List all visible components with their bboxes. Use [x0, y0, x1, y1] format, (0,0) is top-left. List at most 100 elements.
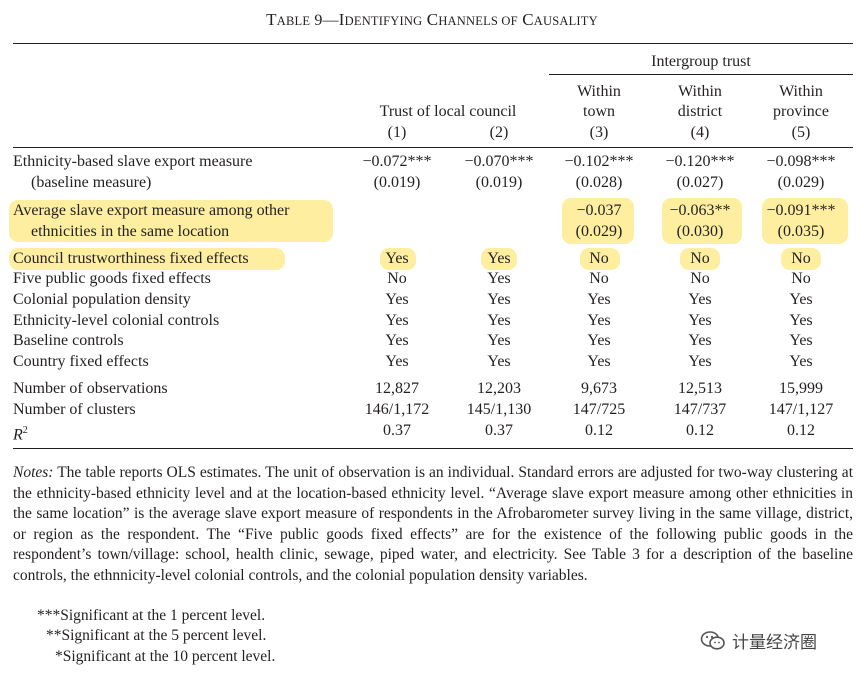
- table-cell: Yes: [688, 353, 712, 370]
- sig-text: Significant at the 10 percent level.: [62, 648, 276, 665]
- table-cell: Yes: [385, 291, 409, 308]
- title-part: C: [422, 10, 439, 29]
- table-cell: Yes: [789, 291, 813, 308]
- header-col4-line1: Within: [678, 83, 722, 100]
- table-cell: Yes: [587, 312, 611, 329]
- table-notes: Notes: The table reports OLS estimates. …: [13, 463, 853, 586]
- table-cell: Yes: [789, 353, 813, 370]
- wechat-icon: [700, 630, 725, 650]
- notes-body: The table reports OLS estimates. The uni…: [13, 464, 853, 584]
- table-cell: 12,513: [678, 380, 722, 397]
- table-cell: Yes: [385, 332, 409, 349]
- highlight-row2-col4: [662, 198, 742, 244]
- row-label: Ethnicity-based slave export measure: [13, 153, 253, 170]
- header-col-number: (4): [690, 124, 710, 141]
- table-cell: 147/1,127: [768, 401, 834, 418]
- table-cell: (0.030): [676, 223, 724, 240]
- table-cell: Yes: [587, 332, 611, 349]
- table-cell: −0.098***: [766, 153, 836, 170]
- table-row: Baseline controls Yes Yes Yes Yes Yes: [0, 331, 864, 352]
- table-cell: No: [690, 250, 710, 267]
- bottom-rule: [13, 448, 853, 449]
- significance-note: **Significant at the 5 percent level.: [46, 627, 266, 645]
- header-col-number: (1): [387, 124, 407, 141]
- table-cell: 15,999: [779, 380, 823, 397]
- row-label: Baseline controls: [13, 332, 124, 349]
- row-label: Council trustworthiness fixed effects: [13, 250, 249, 267]
- header-col3-line2: town: [583, 103, 615, 120]
- highlight-row3-col1: [380, 248, 416, 270]
- table-cell: (0.029): [777, 174, 825, 191]
- table-cell: 0.12: [686, 422, 714, 439]
- header-bottom-rule: [13, 147, 853, 148]
- highlight-row2-label: [9, 200, 333, 242]
- highlight-row3-label: [9, 248, 285, 270]
- watermark: 计量经济圈: [700, 628, 817, 653]
- table-row: Five public goods fixed effects No Yes N…: [0, 269, 864, 290]
- significance-note: ***Significant at the 1 percent level.: [37, 607, 265, 625]
- table-cell: (0.029): [575, 223, 623, 240]
- table-cell: 9,673: [581, 380, 617, 397]
- intergroup-rule: [549, 74, 853, 75]
- header-col-number: (2): [489, 124, 509, 141]
- notes-lead: Notes:: [13, 464, 54, 481]
- table-cell: Yes: [385, 250, 409, 267]
- header-col4-line2: district: [677, 103, 723, 120]
- table-row: Ethnicity-level colonial controls Yes Ye…: [0, 311, 864, 332]
- highlight-row2-col3: [562, 198, 634, 244]
- table-row: (baseline measure) (0.019) (0.019) (0.02…: [0, 173, 864, 194]
- top-rule: [13, 43, 853, 44]
- table-row: Country fixed effects Yes Yes Yes Yes Ye…: [0, 352, 864, 373]
- table-cell: Yes: [487, 291, 511, 308]
- table-row: R2 0.37 0.37 0.12 0.12 0.12: [0, 421, 864, 443]
- table-cell: No: [387, 270, 407, 287]
- highlight-row3-col4: [680, 248, 720, 270]
- row-label: Country fixed effects: [13, 353, 149, 370]
- header-col-number: (5): [791, 124, 811, 141]
- table-cell: Yes: [688, 312, 712, 329]
- table-cell: 147/737: [673, 401, 727, 418]
- table-cell: (0.019): [475, 174, 523, 191]
- table-cell: −0.070***: [464, 153, 534, 170]
- highlight-row3-col5: [781, 248, 821, 270]
- table-cell: 146/1,172: [364, 401, 430, 418]
- table-cell: Yes: [385, 353, 409, 370]
- row-label: Five public goods fixed effects: [13, 270, 211, 287]
- sig-text: Significant at the 1 percent level.: [60, 607, 266, 624]
- table-row: Council trustworthiness fixed effects Ye…: [0, 249, 864, 270]
- table-cell: (0.035): [777, 223, 825, 240]
- row-label: ethnicities in the same location: [31, 223, 230, 240]
- row-label: Ethnicity-level colonial controls: [13, 312, 220, 329]
- table-cell: (0.028): [575, 174, 623, 191]
- table-cell: 0.37: [383, 422, 411, 439]
- header-col-number: (3): [589, 124, 609, 141]
- title-part: ABLE: [276, 14, 311, 28]
- table-cell: Yes: [688, 332, 712, 349]
- row-label: (baseline measure): [31, 174, 152, 191]
- title-part: 9—: [310, 12, 339, 29]
- table-row: Number of observations 12,827 12,203 9,6…: [0, 379, 864, 400]
- table-cell: Yes: [487, 332, 511, 349]
- header-col3-line1: Within: [577, 83, 621, 100]
- table-title: TABLE 9—IDENTIFYING CHANNELS OF CAUSALIT…: [0, 10, 864, 30]
- table-cell: −0.102***: [564, 153, 634, 170]
- title-part: AUSALITY: [533, 14, 598, 28]
- sig-stars: **: [46, 627, 62, 644]
- highlight-row3-col2: [481, 248, 517, 270]
- table-row: Ethnicity-based slave export measure −0.…: [0, 152, 864, 173]
- table-cell: No: [589, 270, 609, 287]
- table-row: Average slave export measure among other…: [0, 201, 864, 222]
- table-cell: Yes: [487, 250, 511, 267]
- highlight-row3-col3: [580, 248, 620, 270]
- table-cell: Yes: [487, 353, 511, 370]
- table-cell: Yes: [487, 270, 511, 287]
- table-cell: Yes: [487, 312, 511, 329]
- sig-text: Significant at the 5 percent level.: [61, 627, 267, 644]
- table-cell: No: [791, 250, 811, 267]
- table-row: Number of clusters 146/1,172 145/1,130 1…: [0, 400, 864, 421]
- r-squared-sup: 2: [22, 425, 28, 436]
- row-label: Number of clusters: [13, 401, 136, 418]
- header-col5-line2: province: [773, 103, 829, 120]
- table-cell: Yes: [789, 332, 813, 349]
- header-intergroup-trust: Intergroup trust: [651, 53, 751, 70]
